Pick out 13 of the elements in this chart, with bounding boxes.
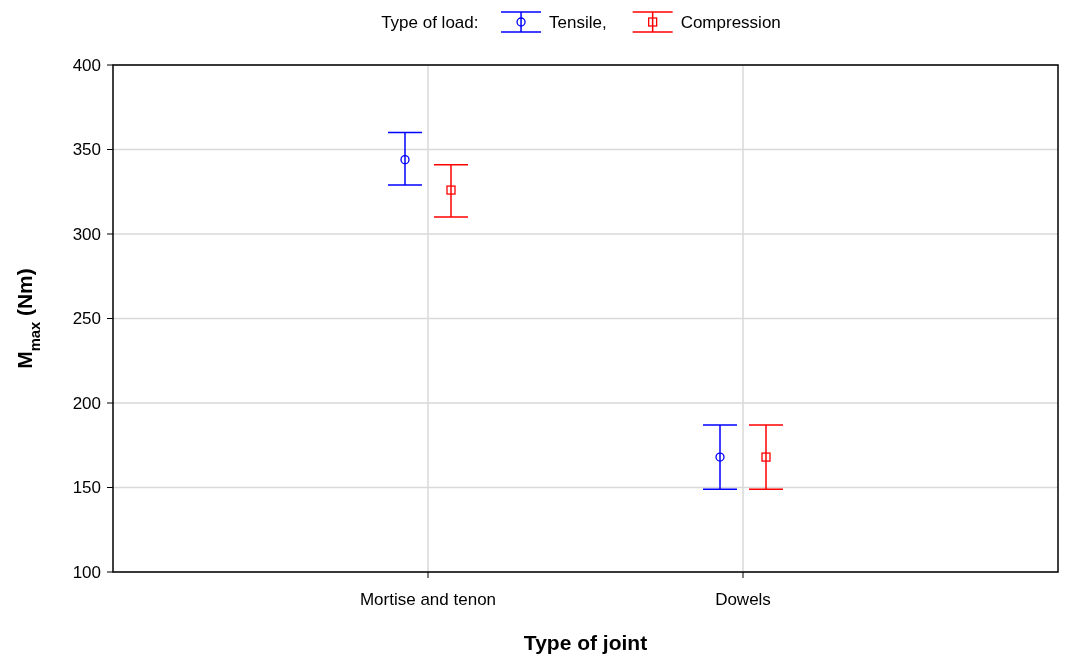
x-tick-label: Mortise and tenon — [359, 590, 497, 609]
legend-label: Tensile, — [549, 13, 607, 32]
y-tick-label: 250 — [72, 309, 101, 329]
x-tick-label: Dowels — [715, 590, 771, 609]
x-axis-title: Type of joint — [523, 631, 648, 654]
y-tick-label: 350 — [72, 140, 101, 160]
legend-label: Compression — [680, 13, 781, 32]
y-tick-label: 400 — [72, 55, 101, 75]
legend-title: Type of load: — [381, 13, 479, 32]
y-tick-label: 150 — [72, 478, 101, 498]
y-tick-label: 200 — [72, 393, 101, 413]
y-tick-label: 300 — [72, 224, 101, 244]
y-tick-label: 100 — [72, 562, 101, 582]
